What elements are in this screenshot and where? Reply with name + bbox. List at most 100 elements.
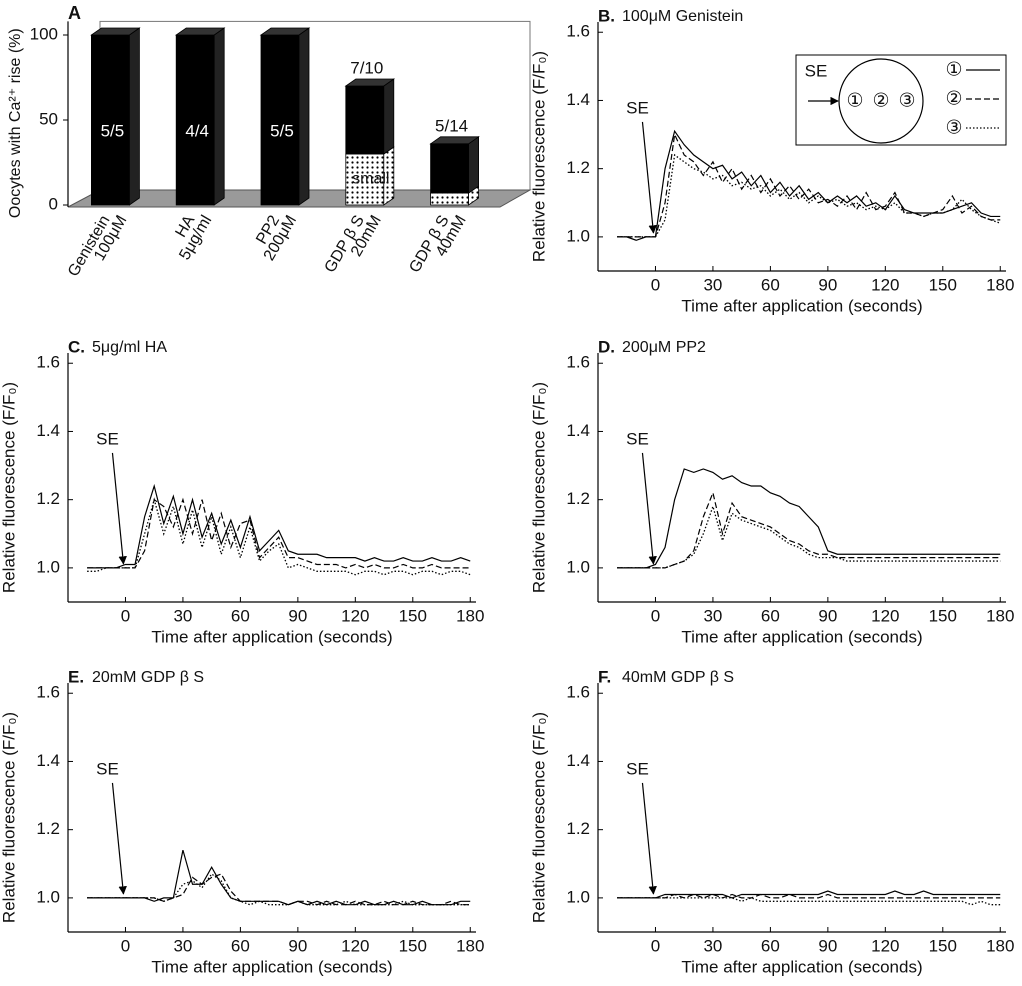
x-tick-label: 180 [986,936,1014,955]
legend-diagram-label: ③ [898,90,915,112]
x-tick-label: 60 [761,936,780,955]
panel-label: D. [598,337,615,356]
trace [617,468,1001,569]
bar-side [298,27,310,206]
y-tick-label: 1.6 [36,353,60,372]
bar-label: 7/10 [350,58,383,77]
trace [617,504,1001,569]
y-tick-label: 1.4 [36,751,60,770]
panel-title: 100μM Genistein [622,8,743,25]
y-tick-label: 1.4 [566,421,590,440]
y-tick-label: 1.0 [566,226,590,245]
bar-segment [430,143,470,194]
legend-label: ③ [945,117,962,139]
y-tick-label: 1.4 [36,421,60,440]
x-axis-label: Time after application (seconds) [151,957,392,976]
panel-label: F. [598,667,611,686]
annotation-arrow [641,452,657,565]
trace [87,873,471,906]
x-tick-label: 60 [231,936,250,955]
x-tick-label: 30 [173,936,192,955]
y-tick-label: 1.2 [566,158,590,177]
x-tick-label: 150 [929,275,957,294]
y-tick-label: 1.4 [566,751,590,770]
panel-label: A [68,3,81,23]
legend-diagram-label: ② [872,90,889,112]
legend-label: ② [945,88,962,110]
x-tick-label: 120 [871,275,899,294]
bar-side [468,136,480,194]
x-tick-label: 30 [703,606,722,625]
segment-label: small [352,171,389,188]
x-tick-label: 120 [871,606,899,625]
y-tick-label: 1.6 [566,353,590,372]
bar-side [213,27,225,206]
bar-segment [260,34,300,206]
x-tick-label: 30 [703,275,722,294]
y-tick-label: 1.2 [36,489,60,508]
y-tick-label: 1.4 [566,90,590,109]
panel-label: C. [68,337,85,356]
trace [87,483,471,569]
x-tick-label: 0 [121,606,130,625]
y-axis-label: Relative fluorescence (F/F₀) [529,712,548,923]
annotation-arrow [641,782,657,895]
bar-top [429,136,480,145]
trace [617,897,1001,906]
panel-title: 5μg/ml HA [92,339,167,356]
x-tick-label: 120 [341,936,369,955]
x-tick-label: 180 [456,936,484,955]
x-tick-label: 90 [818,936,837,955]
bar-label: 5/5 [101,121,125,140]
y-axis-label: Relative fluorescence (F/F₀) [0,712,18,923]
legend-diagram [838,58,924,144]
bar-side [128,27,140,206]
x-tick-label: 60 [761,606,780,625]
x-tick-label: 120 [871,936,899,955]
x-axis-label: Time after application (seconds) [151,627,392,646]
x-tick-label: 90 [288,606,307,625]
y-axis-label: Oocytes with Ca²⁺ rise (%) [7,28,24,218]
bar-label: 5/14 [435,116,468,135]
trace [617,153,1001,238]
y-tick-label: 100 [30,24,58,43]
bar-label: 4/4 [185,121,209,140]
y-tick-label: 1.6 [36,683,60,702]
x-tick-label: 0 [651,275,660,294]
x-tick-label: 60 [761,275,780,294]
x-axis-label: Time after application (seconds) [681,957,922,976]
y-tick-label: 1.0 [566,887,590,906]
annotation: SE [626,759,649,778]
y-tick-label: 1.2 [566,489,590,508]
legend-annotation: SE [805,61,828,80]
annotation: SE [626,98,649,117]
annotation: SE [96,429,119,448]
panel-title: 200μM PP2 [622,339,706,356]
trace [617,490,1001,569]
x-tick-label: 90 [818,275,837,294]
panel-title: 40mM GDP β S [622,669,734,686]
y-axis-label: Relative fluorescence (F/F₀) [529,382,548,593]
y-tick-label: 1.6 [566,22,590,41]
y-tick-label: 0 [49,194,58,213]
x-tick-label: 90 [818,606,837,625]
x-tick-label: 0 [121,936,130,955]
x-tick-label: 90 [288,936,307,955]
x-tick-label: 0 [651,936,660,955]
trace [617,890,1001,899]
x-axis-label: Time after application (seconds) [681,296,922,315]
trace [617,893,1001,899]
trace [87,497,471,576]
legend-label: ① [945,59,962,81]
y-tick-label: 1.2 [566,819,590,838]
y-tick-label: 1.2 [36,819,60,838]
x-tick-label: 30 [703,936,722,955]
bar-top [344,78,396,87]
panel-label: E. [68,667,84,686]
x-tick-label: 180 [986,275,1014,294]
bar-top [90,27,141,36]
trace [87,497,471,569]
trace [617,132,1001,238]
x-tick-label: 150 [929,936,957,955]
